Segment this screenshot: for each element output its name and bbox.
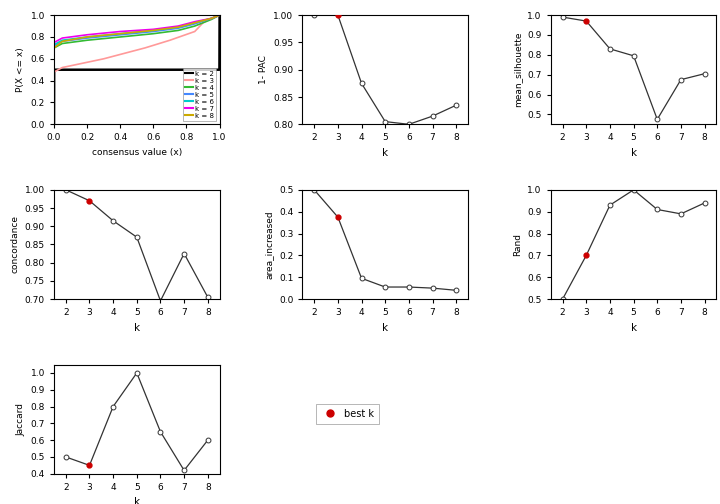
Y-axis label: Rand: Rand (513, 233, 522, 256)
Y-axis label: Jaccard: Jaccard (16, 403, 25, 435)
Legend: best k: best k (315, 404, 379, 423)
Y-axis label: concordance: concordance (10, 215, 19, 274)
Y-axis label: P(X <= x): P(X <= x) (16, 47, 25, 92)
Y-axis label: 1- PAC: 1- PAC (258, 55, 268, 84)
Y-axis label: mean_silhouette: mean_silhouette (513, 32, 522, 107)
X-axis label: k: k (382, 323, 388, 333)
X-axis label: consensus value (x): consensus value (x) (91, 148, 182, 157)
Y-axis label: area_increased: area_increased (264, 210, 274, 279)
Legend: k = 2, k = 3, k = 4, k = 5, k = 6, k = 7, k = 8: k = 2, k = 3, k = 4, k = 5, k = 6, k = 7… (183, 69, 216, 121)
X-axis label: k: k (631, 323, 636, 333)
X-axis label: k: k (134, 323, 140, 333)
X-axis label: k: k (631, 148, 636, 158)
X-axis label: k: k (134, 497, 140, 504)
X-axis label: k: k (382, 148, 388, 158)
